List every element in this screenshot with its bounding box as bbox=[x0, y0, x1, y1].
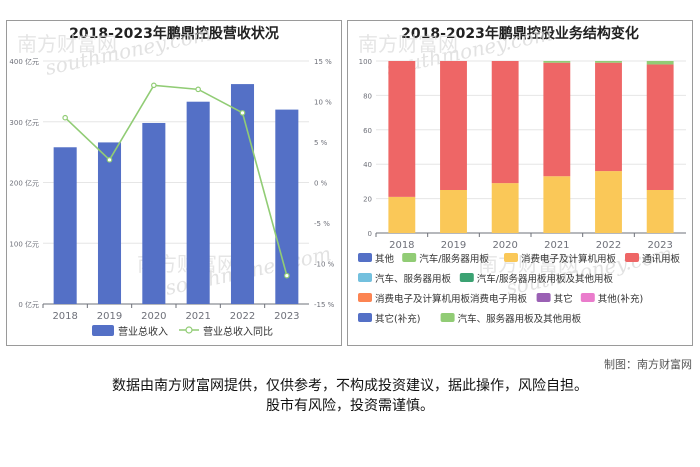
y-right-tick-label: 0 % bbox=[314, 180, 328, 188]
legend-swatch bbox=[580, 293, 595, 302]
x-tick-label: 2020 bbox=[141, 311, 166, 322]
yoy-line bbox=[64, 84, 288, 276]
legend-label: 其他(补充) bbox=[598, 293, 643, 305]
x-tick-label: 2023 bbox=[274, 311, 299, 322]
legend-swatch bbox=[358, 293, 372, 302]
stack-segment bbox=[595, 61, 622, 63]
stack-segment bbox=[491, 61, 519, 184]
legend-swatch bbox=[536, 293, 551, 302]
x-tick-label: 2022 bbox=[230, 311, 255, 322]
watermark-cn: 南方财富网 bbox=[478, 252, 578, 276]
watermark-cn: 南方财富网 bbox=[17, 32, 117, 56]
legend-swatch bbox=[358, 253, 372, 262]
structure-chart-title: 2018-2023年鹏鼎控股业务结构变化 bbox=[401, 26, 639, 42]
legend-label: 其他 bbox=[375, 253, 395, 265]
stack-segment bbox=[646, 190, 674, 233]
legend-swatch bbox=[459, 273, 474, 282]
legend-label: 汽车/服务器用板 bbox=[419, 253, 489, 265]
x-tick-label: 2018 bbox=[389, 240, 414, 251]
y-right-tick-label: -10 % bbox=[314, 261, 335, 269]
y-tick-label: 40 bbox=[363, 161, 372, 169]
revenue-bar bbox=[186, 101, 210, 304]
y-tick-label: 100 bbox=[359, 58, 372, 66]
stack-segment bbox=[388, 61, 416, 197]
y-left-tick-label: 0 亿元 bbox=[18, 300, 39, 309]
x-tick-label: 2020 bbox=[492, 240, 517, 251]
revenue-chart-title: 2018-2023年鹏鼎控股营收状况 bbox=[69, 26, 279, 42]
legend-label: 其它 bbox=[554, 293, 573, 305]
y-right-tick-label: 5 % bbox=[314, 139, 328, 147]
revenue-bar bbox=[230, 84, 255, 305]
legend-swatch-revenue bbox=[92, 325, 114, 336]
y-tick-label: 0 bbox=[368, 230, 372, 238]
y-right-tick-label: 15 % bbox=[314, 58, 332, 66]
legend-swatch bbox=[358, 313, 372, 322]
stack-segment bbox=[440, 190, 467, 233]
x-tick-label: 2019 bbox=[97, 311, 122, 322]
stack-segment bbox=[491, 183, 519, 233]
legend-swatch bbox=[440, 313, 455, 322]
yoy-point bbox=[151, 82, 157, 89]
legend-label: 汽车/服务器用板用板及其他用板 bbox=[477, 273, 614, 285]
y-left-tick-label: 100 亿元 bbox=[9, 239, 39, 248]
legend-label: 汽车、服务器用板及其他用板 bbox=[458, 313, 582, 325]
x-tick-label: 2018 bbox=[52, 311, 77, 322]
legend-swatch bbox=[504, 253, 518, 262]
y-right-tick-label: -15 % bbox=[314, 301, 335, 309]
legend-label: 通讯用板 bbox=[642, 253, 681, 265]
legend-swatch bbox=[402, 253, 417, 262]
legend-label: 消费电子及计算机用板消费电子用板 bbox=[375, 293, 528, 305]
structure-chart: 南方财富网southmoney.com南方财富网southmoney.com02… bbox=[358, 21, 686, 325]
yoy-point bbox=[195, 86, 201, 93]
stack-segment bbox=[595, 62, 622, 172]
x-tick-label: 2021 bbox=[185, 311, 210, 322]
legend-label-yoy: 营业总收入同比 bbox=[203, 325, 273, 338]
yoy-point bbox=[239, 110, 246, 116]
revenue-chart-panel: 2018-2023年鹏鼎控股营收状况 南方财富网southmoney.com南方… bbox=[6, 20, 342, 346]
legend-label: 消费电子及计算机用板 bbox=[521, 253, 617, 265]
y-right-tick-label: -5 % bbox=[314, 220, 330, 228]
y-left-tick-label: 300 亿元 bbox=[9, 118, 39, 127]
revenue-bar bbox=[142, 122, 166, 304]
stack-segment bbox=[543, 62, 571, 177]
watermark-en: southmoney.com bbox=[43, 21, 213, 80]
y-tick-label: 60 bbox=[363, 127, 372, 135]
legend-swatch-yoy-point bbox=[185, 326, 193, 334]
structure-chart-panel: 2018-2023年鹏鼎控股业务结构变化 南方财富网 southmoney.com… bbox=[347, 20, 693, 346]
legend-swatch bbox=[358, 273, 372, 282]
stack-segment bbox=[543, 176, 571, 233]
revenue-bar bbox=[97, 142, 122, 304]
stack-segment bbox=[388, 196, 416, 233]
disclaimer: 数据由南方财富网提供，仅供参考，不构成投资建议，据此操作，风险自担。 股市有风险… bbox=[0, 376, 700, 416]
x-tick-label: 2022 bbox=[596, 240, 621, 251]
y-left-tick-label: 200 亿元 bbox=[9, 179, 39, 188]
y-tick-label: 80 bbox=[363, 92, 372, 100]
legend-label: 汽车、服务器用板 bbox=[375, 273, 452, 285]
disclaimer-line-2: 股市有风险，投资需谨慎。 bbox=[266, 398, 434, 414]
x-tick-label: 2021 bbox=[544, 240, 569, 251]
yoy-point bbox=[62, 114, 68, 121]
stack-segment bbox=[543, 61, 571, 63]
stack-segment bbox=[440, 61, 467, 190]
legend-label: 其它(补充) bbox=[375, 313, 420, 325]
yoy-point bbox=[106, 157, 113, 163]
stack-segment bbox=[646, 64, 674, 190]
y-left-tick-label: 400 亿元 bbox=[9, 57, 39, 66]
y-right-tick-label: 10 % bbox=[314, 99, 332, 107]
chart-credit: 制图：南方财富网 bbox=[604, 358, 692, 371]
watermark-cn: 南方财富网 bbox=[358, 32, 458, 56]
legend-swatch bbox=[625, 253, 639, 262]
x-tick-label: 2019 bbox=[441, 240, 466, 251]
disclaimer-line-1: 数据由南方财富网提供，仅供参考，不构成投资建议，据此操作，风险自担。 bbox=[112, 378, 588, 394]
x-tick-label: 2023 bbox=[647, 240, 672, 251]
revenue-chart: 南方财富网southmoney.com南方财富网southmoney.com0 … bbox=[9, 21, 335, 338]
yoy-point bbox=[284, 272, 290, 279]
legend-label-revenue: 营业总收入 bbox=[118, 325, 168, 338]
stack-segment bbox=[646, 61, 674, 65]
revenue-bar bbox=[53, 147, 77, 304]
y-tick-label: 20 bbox=[363, 196, 372, 204]
stack-segment bbox=[595, 171, 622, 233]
